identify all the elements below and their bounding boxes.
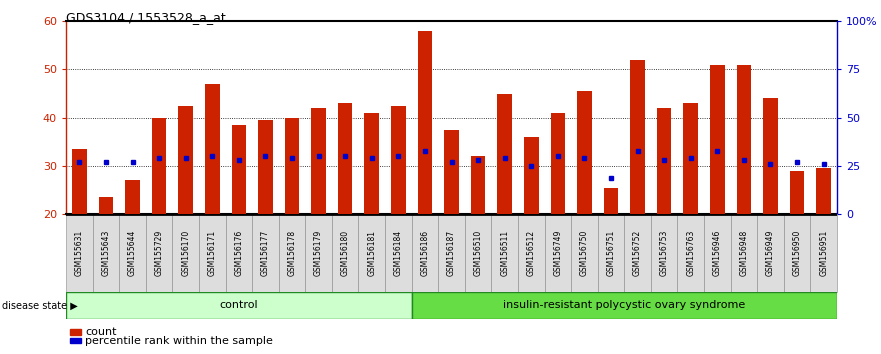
Bar: [730, 214, 757, 292]
Bar: [173, 214, 199, 292]
Bar: [152, 118, 167, 214]
Bar: [817, 169, 831, 214]
Text: GSM156186: GSM156186: [420, 230, 429, 276]
Text: disease state ▶: disease state ▶: [2, 301, 78, 310]
Bar: [311, 108, 326, 214]
Bar: [492, 214, 518, 292]
Text: GSM156510: GSM156510: [474, 230, 483, 276]
Bar: [93, 214, 119, 292]
Bar: [232, 125, 246, 214]
Text: GSM156750: GSM156750: [580, 230, 589, 276]
Bar: [498, 93, 512, 214]
Bar: [338, 103, 352, 214]
Bar: [99, 197, 114, 214]
Text: GSM156512: GSM156512: [527, 230, 536, 276]
Text: GSM156763: GSM156763: [686, 230, 695, 276]
Bar: [418, 31, 433, 214]
Text: GSM156178: GSM156178: [287, 230, 297, 276]
Text: control: control: [219, 300, 258, 310]
Bar: [470, 156, 485, 214]
Bar: [651, 214, 677, 292]
Bar: [684, 103, 698, 214]
Bar: [657, 108, 671, 214]
Bar: [630, 60, 645, 214]
Text: GSM156184: GSM156184: [394, 230, 403, 276]
Bar: [72, 149, 86, 214]
Bar: [524, 137, 538, 214]
Bar: [544, 214, 571, 292]
Bar: [551, 113, 565, 214]
Text: GSM156171: GSM156171: [208, 230, 217, 276]
Text: GSM156179: GSM156179: [315, 230, 323, 276]
Bar: [763, 98, 778, 214]
Text: GSM156187: GSM156187: [447, 230, 456, 276]
Text: GSM156177: GSM156177: [261, 230, 270, 276]
Bar: [465, 214, 492, 292]
Bar: [252, 214, 278, 292]
Text: GSM155644: GSM155644: [128, 230, 137, 276]
Bar: [411, 214, 438, 292]
Bar: [577, 91, 592, 214]
Bar: [306, 214, 332, 292]
Bar: [391, 105, 405, 214]
Bar: [737, 65, 751, 214]
Text: GSM156181: GSM156181: [367, 230, 376, 276]
Bar: [603, 188, 618, 214]
Bar: [704, 214, 730, 292]
Bar: [258, 120, 273, 214]
Bar: [146, 214, 173, 292]
Bar: [332, 214, 359, 292]
Bar: [411, 292, 837, 319]
Text: GSM156946: GSM156946: [713, 230, 722, 276]
Text: GSM155631: GSM155631: [75, 230, 84, 276]
Bar: [178, 105, 193, 214]
Text: GDS3104 / 1553528_a_at: GDS3104 / 1553528_a_at: [66, 11, 226, 24]
Text: GSM156176: GSM156176: [234, 230, 243, 276]
Text: GSM156948: GSM156948: [739, 230, 749, 276]
Bar: [597, 214, 625, 292]
Text: GSM156949: GSM156949: [766, 230, 775, 276]
Bar: [385, 214, 411, 292]
Text: GSM156511: GSM156511: [500, 230, 509, 276]
Text: GSM156951: GSM156951: [819, 230, 828, 276]
Bar: [444, 130, 459, 214]
Bar: [784, 214, 811, 292]
Bar: [66, 292, 411, 319]
Bar: [518, 214, 544, 292]
Text: GSM156751: GSM156751: [606, 230, 616, 276]
Bar: [199, 214, 226, 292]
Bar: [119, 214, 146, 292]
Text: GSM156753: GSM156753: [660, 230, 669, 276]
Text: GSM156180: GSM156180: [341, 230, 350, 276]
Bar: [278, 214, 306, 292]
Text: GSM156749: GSM156749: [553, 230, 562, 276]
Text: GSM156950: GSM156950: [793, 230, 802, 276]
Text: GSM155643: GSM155643: [101, 230, 110, 276]
Bar: [789, 171, 804, 214]
Text: GSM155729: GSM155729: [154, 230, 164, 276]
Bar: [811, 214, 837, 292]
Text: insulin-resistant polycystic ovary syndrome: insulin-resistant polycystic ovary syndr…: [503, 300, 745, 310]
Bar: [285, 118, 300, 214]
Text: count: count: [85, 327, 117, 337]
Bar: [571, 214, 597, 292]
Bar: [625, 214, 651, 292]
Text: GSM156752: GSM156752: [633, 230, 642, 276]
Bar: [677, 214, 704, 292]
Bar: [226, 214, 252, 292]
Bar: [205, 84, 219, 214]
Bar: [757, 214, 784, 292]
Bar: [125, 181, 140, 214]
Bar: [710, 65, 725, 214]
Bar: [66, 214, 93, 292]
Bar: [438, 214, 465, 292]
Text: percentile rank within the sample: percentile rank within the sample: [85, 336, 273, 346]
Bar: [359, 214, 385, 292]
Text: GSM156170: GSM156170: [181, 230, 190, 276]
Bar: [365, 113, 379, 214]
